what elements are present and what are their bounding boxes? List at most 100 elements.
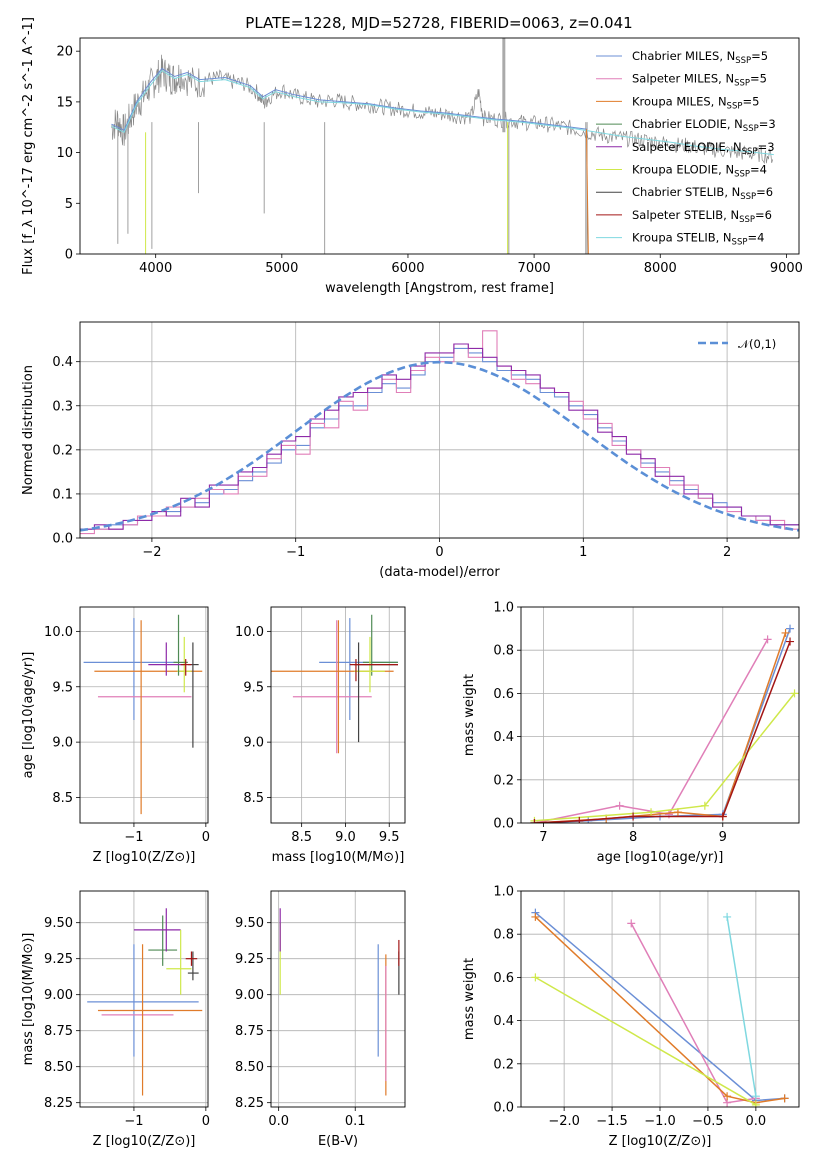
y-tick-label: 8.50 [44,1060,73,1075]
x-tick-label: 0 [202,1114,210,1129]
data-point [615,801,624,810]
y-tick-label: 0.4 [493,1014,514,1029]
x-axis-label: mass [log10(M/M⊙)] [272,850,405,865]
y-tick-label: 0.4 [52,355,73,370]
data-point [786,637,795,646]
data-point [763,635,772,644]
x-tick-label: 9000 [770,261,803,276]
x-tick-label: −2.0 [548,1114,580,1129]
x-axis-label: Z [log10(Z/Z⊙)] [93,1134,196,1149]
model-cutoff [585,129,589,254]
legend-entry: Salpeter STELIB, NSSP=6 [632,208,772,225]
x-axis-label: Z [log10(Z/Z⊙)] [609,1134,712,1149]
data-point [647,808,656,817]
series-line [534,916,785,1104]
y-tick-label: 8.5 [52,791,73,806]
series-line [534,692,796,822]
mass-vs-EBV-plot [279,908,400,1096]
data-point [531,973,540,982]
data-point [629,812,638,821]
y-tick-label: 9.00 [235,988,264,1003]
legend-entry: Chabrier ELODIE, NSSP=3 [632,117,776,134]
y-tick-label: 0.0 [52,532,73,547]
y-tick-label: 0 [65,248,73,263]
y-tick-label: 9.25 [44,952,73,967]
y-tick-label: 8.75 [44,1024,73,1039]
data-point [786,624,795,633]
y-tick-label: 0.8 [493,928,514,943]
mass-vs-Z-plot [87,908,203,1096]
y-axis-label: mass [log10(M/M⊙)] [21,933,36,1066]
y-tick-label: 8.25 [235,1096,264,1111]
x-tick-label: −1 [286,545,305,560]
x-tick-label: 8000 [644,261,677,276]
legend-entry: Salpeter MILES, NSSP=5 [632,72,767,89]
data-point [780,1094,789,1103]
y-tick-label: 0.1 [52,487,73,502]
model-spectrum [111,67,588,131]
histogram-series [80,343,799,530]
mass-weight-vs-age-plot [530,624,799,823]
mass-vs-EBV-axes: 0.0 0.1 8.25 8.50 8.75 9.00 9.25 9.50 E(B-V) [235,890,406,1149]
axes-frame [79,890,209,1108]
histogram-plot [80,330,799,535]
x-tick-label: 0 [435,545,443,560]
x-tick-label: −1 [124,1114,143,1129]
y-axis-label: age [log10(age/yr)] [21,652,36,779]
series-line [534,628,791,823]
data-point [530,819,539,823]
data-point [781,628,790,637]
data-point [627,919,636,928]
y-tick-label: 9.5 [243,680,264,695]
legend: Chabrier MILES, NSSP=5 Salpeter MILES, NS… [596,49,776,248]
y-tick-label: 9.00 [44,988,73,1003]
y-axis-label: mass weight [462,674,477,756]
x-tick-label: 0.0 [746,1114,767,1129]
legend-entry: Chabrier STELIB, NSSP=6 [632,185,773,202]
y-tick-label: 0.4 [493,730,514,745]
y-tick-label: 8.75 [235,1024,264,1039]
age-vs-mass-plot [271,614,398,754]
series-line [534,639,769,823]
y-tick-label: 0.3 [52,399,73,414]
y-tick-label: 9.50 [235,916,264,931]
observed-spectrum [111,54,774,165]
legend-entry: Kroupa STELIB, NSSP=4 [632,231,764,248]
legend-entry: Kroupa MILES, NSSP=5 [632,94,759,111]
mass-vs-Z-axes: −1 0 8.25 8.50 8.75 9.00 9.25 9.50 Z [log10(Z/Z⊙… [21,890,210,1149]
y-tick-label: 5 [65,197,73,212]
y-axis-label: Normed distribution [21,365,36,495]
x-tick-label: 2 [723,545,731,560]
y-tick-label: 1.0 [493,885,514,900]
x-tick-label: −1 [124,830,143,845]
y-tick-label: 0.6 [493,687,514,702]
y-tick-label: 9.50 [44,916,73,931]
age-vs-Z-plot [83,614,203,815]
axes-frame [270,606,406,824]
y-axis-label: mass weight [462,958,477,1040]
x-tick-label: 0.0 [268,1114,289,1129]
y-tick-label: 10.0 [235,625,264,640]
data-point [700,801,709,810]
x-tick-label: 4000 [139,261,172,276]
data-point [723,912,732,921]
series-line [726,916,757,1097]
y-tick-label: 1.0 [493,601,514,616]
y-tick-label: 10 [56,146,73,161]
age-vs-Z-axes: −1 0 8.5 9.0 9.5 10.0 Z [log10(Z/Z⊙)] age [log1… [21,606,210,865]
y-tick-label: 9.25 [235,952,264,967]
age-vs-mass-axes: 8.5 9.0 9.5 8.5 9.0 9.5 10.0 mass [log10(M/M⊙)] [235,606,406,865]
x-axis-label: (data-model)/error [379,565,500,580]
x-tick-label: 7 [539,830,547,845]
figure-title: PLATE=1228, MJD=52728, FIBERID=0063, z=0… [245,14,632,32]
mass-weight-vs-age-axes: 7 8 9 0.0 0.2 0.4 0.6 0.8 1.0 age [log10(age/yr)]… [462,601,800,865]
axes-frame [520,606,800,824]
x-tick-label: 9.5 [379,830,400,845]
y-tick-label: 9.5 [52,680,73,695]
x-tick-label: 1 [579,545,587,560]
y-tick-label: 9.0 [243,736,264,751]
data-point [790,689,799,698]
x-tick-label: −1.0 [644,1114,676,1129]
y-tick-label: 15 [56,95,73,110]
